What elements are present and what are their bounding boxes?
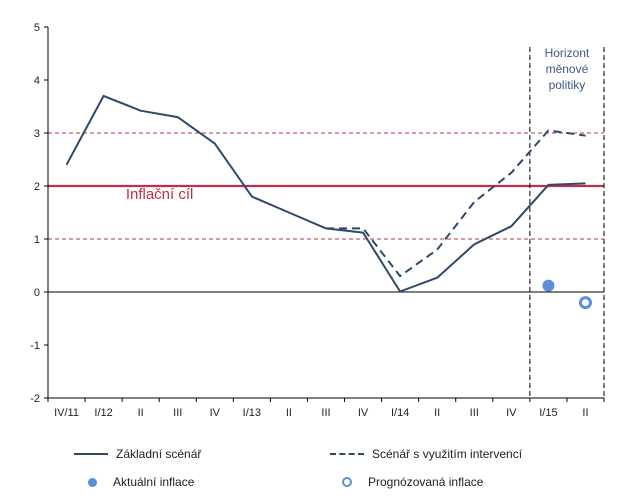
x-tick-label: I/15 — [539, 407, 557, 419]
legend-swatch-filled-dot — [88, 477, 97, 487]
x-tick-label: III — [321, 407, 330, 419]
x-tick-label: I/14 — [391, 407, 409, 419]
x-tick-label: II — [434, 407, 440, 419]
legend-label-forecast: Prognózovaná inflace — [368, 475, 484, 489]
y-tick-label: 2 — [34, 181, 40, 193]
horizon-label-line: Horizont — [545, 46, 590, 60]
legend-swatch-dashed — [330, 453, 364, 455]
x-tick-label: II — [582, 407, 588, 419]
actual-inflation-point — [542, 279, 555, 292]
legend-swatch-solid — [74, 453, 108, 455]
y-tick-label: 4 — [34, 75, 40, 87]
x-tick-label: I/13 — [243, 407, 261, 419]
legend-item-baseline: Základní scénář — [74, 447, 201, 461]
legend-item-forecast: Prognózovaná inflace — [342, 475, 483, 489]
forecast-inflation-point — [578, 296, 592, 310]
y-tick-label: 1 — [34, 234, 40, 246]
y-tick-label: 5 — [34, 22, 40, 34]
y-tick-label: 3 — [34, 128, 40, 140]
inflation-target-label: Inflační cíl — [126, 186, 194, 203]
y-tick-label: 0 — [34, 287, 40, 299]
y-tick-label: -1 — [30, 340, 40, 352]
series-line-intervention — [326, 129, 586, 278]
x-tick-label: IV/11 — [54, 407, 79, 419]
x-tick-label: I/12 — [94, 407, 112, 419]
horizon-label-line: měnové — [546, 62, 589, 76]
x-tick-label: II — [286, 407, 292, 419]
x-tick-label: II — [138, 407, 144, 419]
x-tick-label: IV — [210, 407, 221, 419]
legend-item-actual: Aktuální inflace — [88, 475, 194, 489]
legend-item-intervention: Scénář s využitím intervencí — [330, 447, 522, 461]
legend-swatch-hollow-dot — [342, 477, 352, 487]
legend-label-actual: Aktuální inflace — [113, 475, 195, 489]
y-tick-label: -2 — [30, 393, 40, 405]
legend-label-intervention: Scénář s využitím intervencí — [372, 447, 523, 461]
x-tick-label: IV — [506, 407, 517, 419]
x-tick-label: III — [470, 407, 479, 419]
x-tick-label: IV — [358, 407, 369, 419]
horizon-label-line: politiky — [549, 78, 586, 92]
x-tick-label: III — [173, 407, 182, 419]
legend-label-baseline: Základní scénář — [116, 447, 202, 461]
